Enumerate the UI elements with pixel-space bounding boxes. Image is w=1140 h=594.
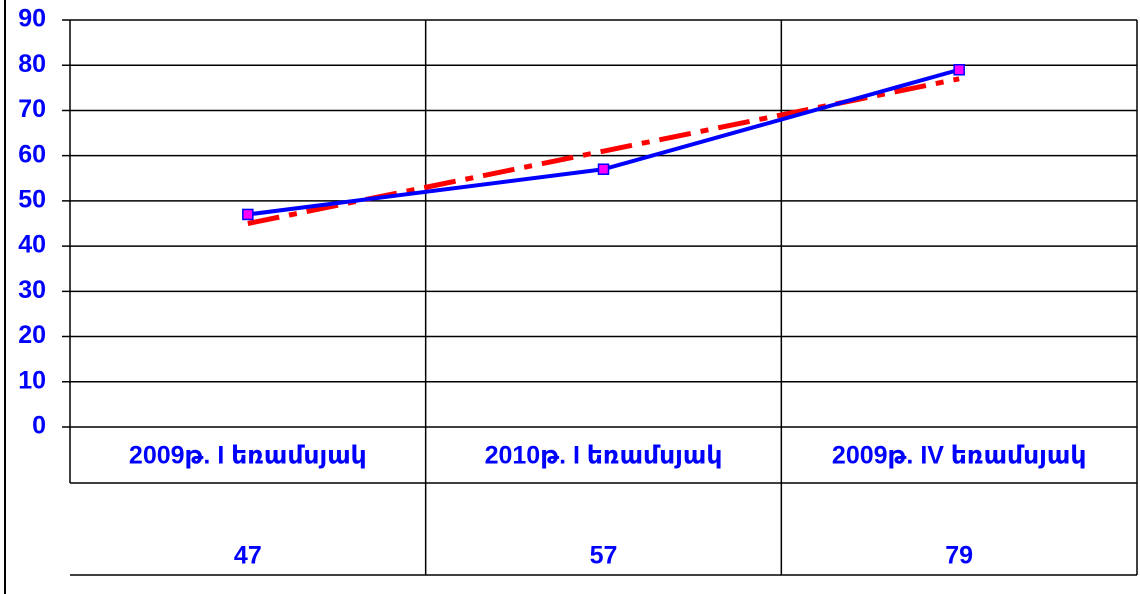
y-tick-label: 90 (18, 5, 46, 33)
y-tick-label: 50 (18, 185, 46, 213)
table-value: 47 (234, 542, 262, 570)
y-tick-label: 40 (18, 231, 46, 259)
table-value: 57 (590, 542, 618, 570)
x-tick-label: 2009թ. IV եռամսյակ (832, 442, 1086, 470)
series-line (247, 67, 960, 217)
x-tick-label: 2010թ. I եռամսյակ (485, 442, 723, 470)
y-tick-label: 30 (18, 276, 46, 304)
x-tick-label: 2009թ. I եռամսյակ (129, 442, 367, 470)
table-value: 79 (945, 542, 973, 570)
y-tick-label: 60 (18, 140, 46, 168)
y-tick-label: 0 (32, 412, 46, 440)
point-marker (242, 208, 254, 221)
y-tick-label: 70 (18, 95, 46, 123)
y-tick-label: 20 (18, 321, 46, 349)
y-tick-label: 10 (18, 366, 46, 394)
point-marker (597, 163, 610, 175)
point-marker (953, 63, 965, 76)
y-tick-label: 80 (18, 50, 46, 78)
